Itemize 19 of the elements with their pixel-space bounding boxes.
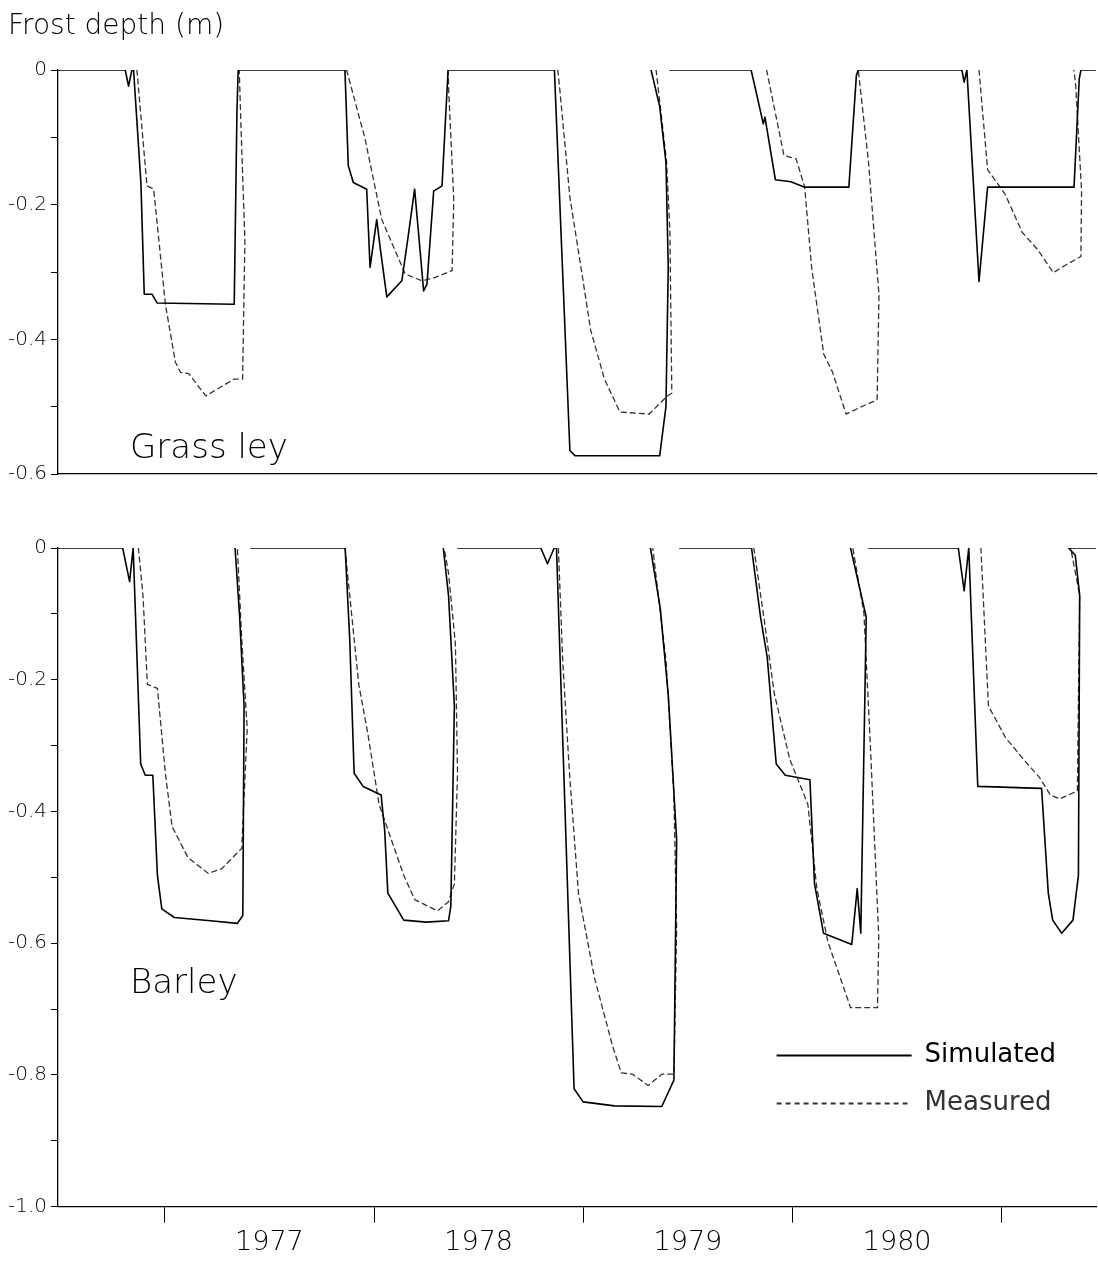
text: Measured [924, 1086, 1052, 1117]
x-tick-label: 1979 [653, 1224, 723, 1256]
y-tick-label: -0.6 [7, 460, 48, 485]
text: Simulated [924, 1038, 1057, 1069]
annotation: Grass ley [130, 425, 288, 466]
y-tick-label: 0 [34, 534, 48, 559]
x-tick-label: 1978 [444, 1224, 514, 1256]
x-tick-label: 1980 [862, 1224, 932, 1256]
y-tick-label: -1.0 [7, 1192, 48, 1217]
y-tick-label: -0.4 [7, 797, 48, 822]
y-tick-label: -0.2 [7, 665, 48, 690]
y-tick-label: 0 [34, 56, 48, 81]
x-tick-label: 1977 [235, 1224, 304, 1256]
y-tick-label: -0.2 [7, 190, 48, 215]
y-tick-label: -0.4 [7, 325, 48, 350]
y-tick-label: -0.6 [7, 929, 48, 954]
y-tick-label: -0.8 [7, 1061, 48, 1086]
annotation: Barley [130, 960, 238, 1001]
y-axis-title: Frost depth (m) [8, 8, 225, 41]
